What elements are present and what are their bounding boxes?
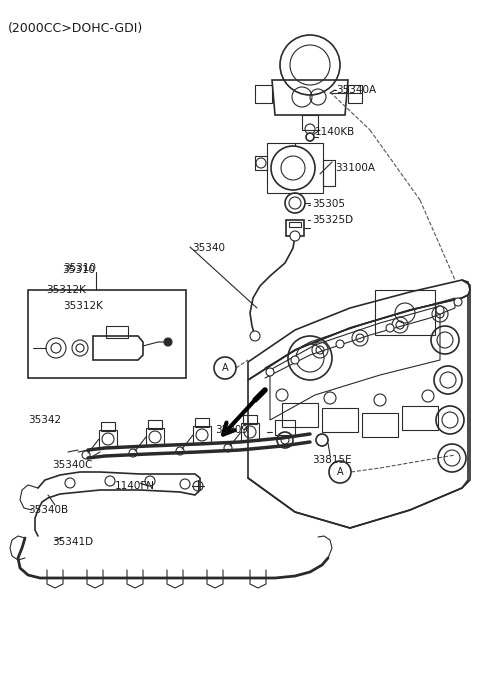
Bar xyxy=(289,222,301,227)
Bar xyxy=(28,290,186,378)
Bar xyxy=(286,220,304,236)
Bar xyxy=(362,413,398,437)
Circle shape xyxy=(291,356,299,364)
Bar xyxy=(241,423,259,441)
Text: 33100A: 33100A xyxy=(335,163,375,173)
Text: 35340A: 35340A xyxy=(336,85,376,95)
Text: 35312K: 35312K xyxy=(63,301,103,311)
Bar xyxy=(193,426,211,444)
Text: 35312K: 35312K xyxy=(46,285,86,295)
Circle shape xyxy=(454,298,462,306)
Circle shape xyxy=(316,434,328,446)
Text: 35341D: 35341D xyxy=(52,537,93,547)
Bar xyxy=(106,326,128,338)
Text: 1140KB: 1140KB xyxy=(315,127,355,137)
Bar xyxy=(146,428,164,446)
Circle shape xyxy=(386,324,394,332)
Bar xyxy=(402,406,438,430)
Circle shape xyxy=(306,133,314,141)
Bar xyxy=(243,415,257,424)
Bar xyxy=(267,143,323,193)
Bar xyxy=(148,420,162,429)
Bar xyxy=(195,418,209,427)
Circle shape xyxy=(290,231,300,241)
Text: 35340C: 35340C xyxy=(52,460,92,470)
Text: 35310: 35310 xyxy=(63,263,96,273)
Bar xyxy=(282,403,318,427)
Text: 35309: 35309 xyxy=(215,425,248,435)
Text: 35342: 35342 xyxy=(28,415,61,425)
Bar xyxy=(275,420,295,435)
Circle shape xyxy=(266,368,274,376)
Text: 35305: 35305 xyxy=(312,199,345,209)
Text: 35325D: 35325D xyxy=(312,215,353,225)
Text: (2000CC>DOHC-GDI): (2000CC>DOHC-GDI) xyxy=(8,22,143,35)
Text: 1140FN: 1140FN xyxy=(115,481,155,491)
Bar xyxy=(99,430,117,448)
Circle shape xyxy=(436,306,444,314)
Circle shape xyxy=(164,338,172,346)
Bar xyxy=(302,115,318,130)
Bar xyxy=(322,408,358,432)
Text: 33815E: 33815E xyxy=(312,455,352,465)
Bar xyxy=(375,290,435,335)
Text: A: A xyxy=(222,363,228,373)
Circle shape xyxy=(250,331,260,341)
Text: 35340: 35340 xyxy=(192,243,225,253)
Text: A: A xyxy=(336,467,343,477)
Text: 35340B: 35340B xyxy=(28,505,68,515)
Circle shape xyxy=(336,340,344,348)
Text: 35310: 35310 xyxy=(62,265,95,275)
Bar xyxy=(101,422,115,431)
